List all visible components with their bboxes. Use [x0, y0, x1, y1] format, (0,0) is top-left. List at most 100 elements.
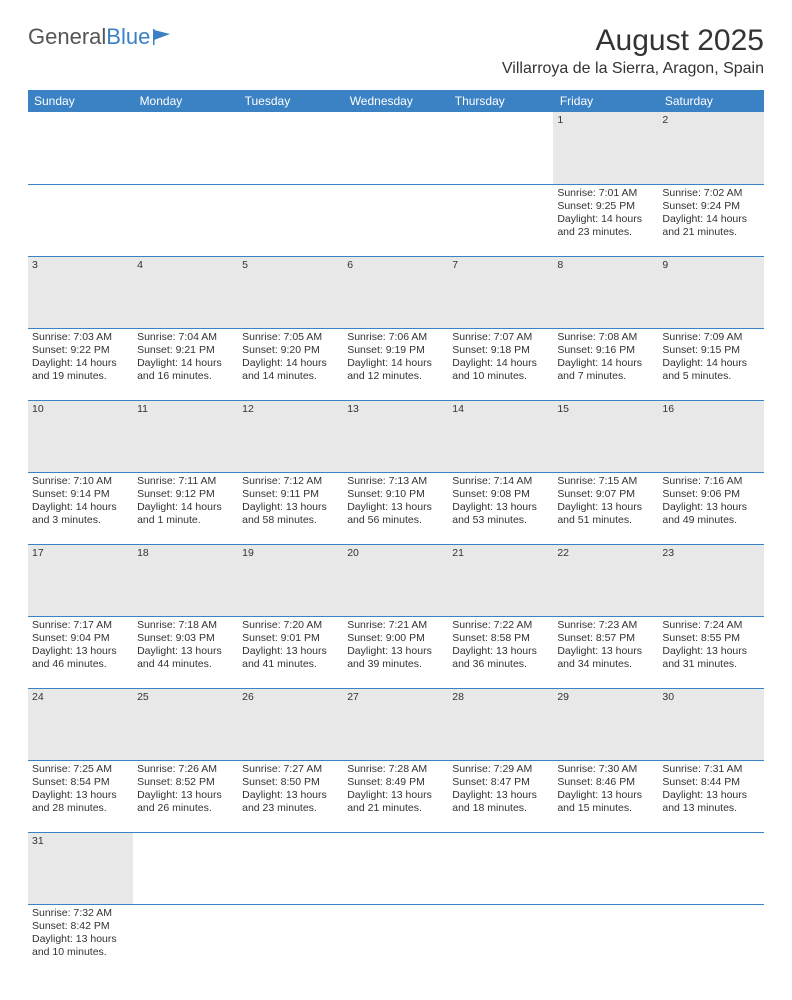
day-number-row: 24252627282930 [28, 688, 764, 760]
day-cell: Sunrise: 7:21 AMSunset: 9:00 PMDaylight:… [343, 616, 448, 688]
day-line: Sunrise: 7:28 AM [347, 763, 444, 776]
day-content-row: Sunrise: 7:25 AMSunset: 8:54 PMDaylight:… [28, 760, 764, 832]
day-line: Sunrise: 7:32 AM [32, 907, 129, 920]
day-cell [133, 184, 238, 256]
day-number-cell [343, 832, 448, 904]
day-line: Daylight: 14 hours [137, 501, 234, 514]
day-cell [238, 184, 343, 256]
day-cell: Sunrise: 7:28 AMSunset: 8:49 PMDaylight:… [343, 760, 448, 832]
day-line: and 49 minutes. [662, 514, 759, 527]
day-cell: Sunrise: 7:16 AMSunset: 9:06 PMDaylight:… [658, 472, 763, 544]
day-line: and 28 minutes. [32, 802, 129, 815]
day-line: and 3 minutes. [32, 514, 129, 527]
day-line: Sunrise: 7:20 AM [242, 619, 339, 632]
day-line: Daylight: 13 hours [242, 645, 339, 658]
day-line: Sunset: 9:16 PM [557, 344, 654, 357]
day-line: and 7 minutes. [557, 370, 654, 383]
day-number-cell: 12 [238, 400, 343, 472]
day-number-cell: 1 [553, 112, 658, 184]
day-number-cell: 5 [238, 256, 343, 328]
day-line: Daylight: 14 hours [662, 357, 759, 370]
day-line: Daylight: 13 hours [662, 501, 759, 514]
day-cell: Sunrise: 7:02 AMSunset: 9:24 PMDaylight:… [658, 184, 763, 256]
day-cell: Sunrise: 7:04 AMSunset: 9:21 PMDaylight:… [133, 328, 238, 400]
day-line: Sunset: 9:20 PM [242, 344, 339, 357]
day-number-cell: 24 [28, 688, 133, 760]
day-number-cell [343, 112, 448, 184]
day-number-cell: 7 [448, 256, 553, 328]
day-line: Sunset: 9:22 PM [32, 344, 129, 357]
day-line: Sunrise: 7:05 AM [242, 331, 339, 344]
day-line: Sunset: 8:44 PM [662, 776, 759, 789]
day-line: Sunrise: 7:21 AM [347, 619, 444, 632]
day-cell: Sunrise: 7:17 AMSunset: 9:04 PMDaylight:… [28, 616, 133, 688]
day-line: Sunset: 9:14 PM [32, 488, 129, 501]
day-line: Daylight: 14 hours [452, 357, 549, 370]
day-line: and 44 minutes. [137, 658, 234, 671]
day-number-cell: 17 [28, 544, 133, 616]
day-line: and 12 minutes. [347, 370, 444, 383]
day-line: Sunrise: 7:02 AM [662, 187, 759, 200]
day-number-cell: 18 [133, 544, 238, 616]
day-line: Daylight: 13 hours [662, 645, 759, 658]
day-cell: Sunrise: 7:06 AMSunset: 9:19 PMDaylight:… [343, 328, 448, 400]
day-number-cell [133, 832, 238, 904]
logo-text-2: Blue [106, 24, 150, 50]
day-line: Daylight: 13 hours [32, 789, 129, 802]
day-content-row: Sunrise: 7:10 AMSunset: 9:14 PMDaylight:… [28, 472, 764, 544]
location: Villarroya de la Sierra, Aragon, Spain [502, 60, 764, 78]
day-cell: Sunrise: 7:15 AMSunset: 9:07 PMDaylight:… [553, 472, 658, 544]
day-line: Daylight: 14 hours [557, 213, 654, 226]
day-line: and 18 minutes. [452, 802, 549, 815]
day-line: Sunrise: 7:25 AM [32, 763, 129, 776]
weekday-header: Sunday [28, 90, 133, 112]
day-number-cell [448, 832, 553, 904]
day-cell: Sunrise: 7:24 AMSunset: 8:55 PMDaylight:… [658, 616, 763, 688]
day-cell [448, 904, 553, 976]
day-content-row: Sunrise: 7:03 AMSunset: 9:22 PM Daylight:… [28, 328, 764, 400]
day-cell: Sunrise: 7:29 AMSunset: 8:47 PMDaylight:… [448, 760, 553, 832]
day-cell [658, 904, 763, 976]
day-line: Sunrise: 7:03 AM [32, 331, 129, 344]
day-line: and 5 minutes. [662, 370, 759, 383]
day-line: Sunrise: 7:12 AM [242, 475, 339, 488]
day-line: Sunrise: 7:22 AM [452, 619, 549, 632]
day-line: and 41 minutes. [242, 658, 339, 671]
day-line: Sunrise: 7:16 AM [662, 475, 759, 488]
day-number-cell: 11 [133, 400, 238, 472]
day-number-cell [658, 832, 763, 904]
day-line: Sunrise: 7:29 AM [452, 763, 549, 776]
day-number-row: 17181920212223 [28, 544, 764, 616]
day-number-cell: 9 [658, 256, 763, 328]
day-line: Sunrise: 7:18 AM [137, 619, 234, 632]
day-line: Daylight: 13 hours [242, 501, 339, 514]
day-number-cell: 19 [238, 544, 343, 616]
day-number-cell: 31 [28, 832, 133, 904]
day-line: Daylight: 14 hours [347, 357, 444, 370]
day-number-cell: 28 [448, 688, 553, 760]
day-number-cell [133, 112, 238, 184]
day-line: Sunset: 9:06 PM [662, 488, 759, 501]
day-cell: Sunrise: 7:30 AMSunset: 8:46 PMDaylight:… [553, 760, 658, 832]
day-number-cell: 15 [553, 400, 658, 472]
day-line: Sunset: 8:55 PM [662, 632, 759, 645]
day-line: and 39 minutes. [347, 658, 444, 671]
day-line: Sunset: 9:11 PM [242, 488, 339, 501]
day-cell: Sunrise: 7:12 AMSunset: 9:11 PMDaylight:… [238, 472, 343, 544]
day-line: Daylight: 13 hours [32, 933, 129, 946]
day-number-row: 10111213141516 [28, 400, 764, 472]
title-block: August 2025 Villarroya de la Sierra, Ara… [502, 24, 764, 78]
day-line: Sunrise: 7:07 AM [452, 331, 549, 344]
day-line: Sunset: 9:24 PM [662, 200, 759, 213]
day-line: and 53 minutes. [452, 514, 549, 527]
day-line: Sunset: 9:25 PM [557, 200, 654, 213]
logo-text-1: General [28, 24, 106, 50]
day-line: Daylight: 14 hours [137, 357, 234, 370]
day-line: Sunset: 9:12 PM [137, 488, 234, 501]
day-line: and 15 minutes. [557, 802, 654, 815]
day-line: Sunset: 9:08 PM [452, 488, 549, 501]
day-line: and 51 minutes. [557, 514, 654, 527]
day-cell [448, 184, 553, 256]
day-cell: Sunrise: 7:20 AMSunset: 9:01 PMDaylight:… [238, 616, 343, 688]
day-cell: Sunrise: 7:10 AMSunset: 9:14 PMDaylight:… [28, 472, 133, 544]
